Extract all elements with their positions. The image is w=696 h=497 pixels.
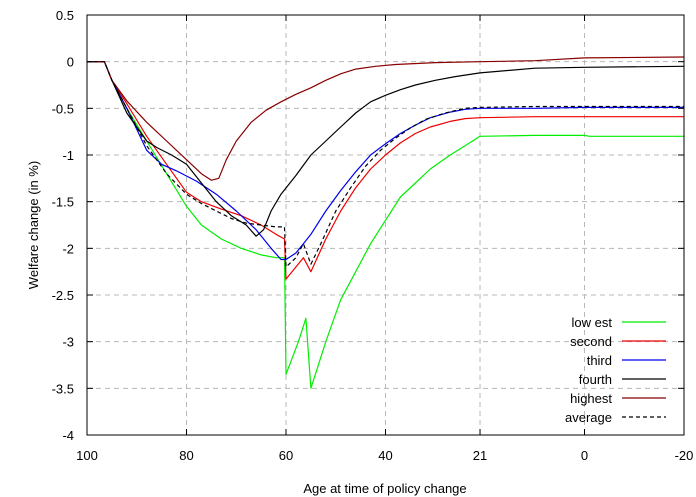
y-tick-label: -1.5 [52, 195, 74, 210]
legend-label-6: average [565, 410, 612, 425]
x-tick-label: -20 [675, 448, 694, 463]
series-line-4 [87, 61, 685, 237]
x-axis-title: Age at time of policy change [303, 481, 466, 496]
legend-label-1: low est [572, 315, 613, 330]
x-tick-label: 40 [378, 448, 392, 463]
axis-ticks: 100 80 60 40 21 0 -20 0.5 0 -0.5 -1 -1.5 -2 -2.5 -3 -3.… [52, 8, 694, 463]
series-line-6 [87, 61, 684, 268]
series-line-2 [87, 61, 684, 280]
series-line-3 [87, 61, 684, 261]
y-tick-label: -2.5 [52, 288, 74, 303]
x-tick-label: 80 [179, 448, 193, 463]
y-tick-label: -2 [62, 241, 74, 256]
legend-label-5: highest [570, 391, 612, 406]
y-tick-label: -3.5 [52, 381, 74, 396]
legend-label-3: third [587, 353, 612, 368]
series-line-1 [87, 61, 684, 389]
legend-label-2: second [570, 334, 612, 349]
y-tick-label: -3 [62, 335, 74, 350]
y-tick-label: 0.5 [56, 8, 74, 23]
y-axis-title: Welfare change (in %) [26, 161, 41, 289]
x-tick-label: 21 [473, 448, 487, 463]
series-lines [87, 56, 685, 389]
legend-label-4: fourth [579, 372, 612, 387]
y-tick-label: 0 [67, 55, 74, 70]
x-tick-label: 100 [76, 448, 98, 463]
x-tick-label: 0 [581, 448, 588, 463]
y-tick-label: -4 [62, 428, 74, 443]
grid-lines [87, 15, 684, 435]
x-tick-label: 60 [279, 448, 293, 463]
y-tick-label: -1 [62, 148, 74, 163]
series-line-5 [87, 56, 685, 181]
legend: low est second third fourth highest average [565, 315, 666, 425]
y-tick-label: -0.5 [52, 101, 74, 116]
